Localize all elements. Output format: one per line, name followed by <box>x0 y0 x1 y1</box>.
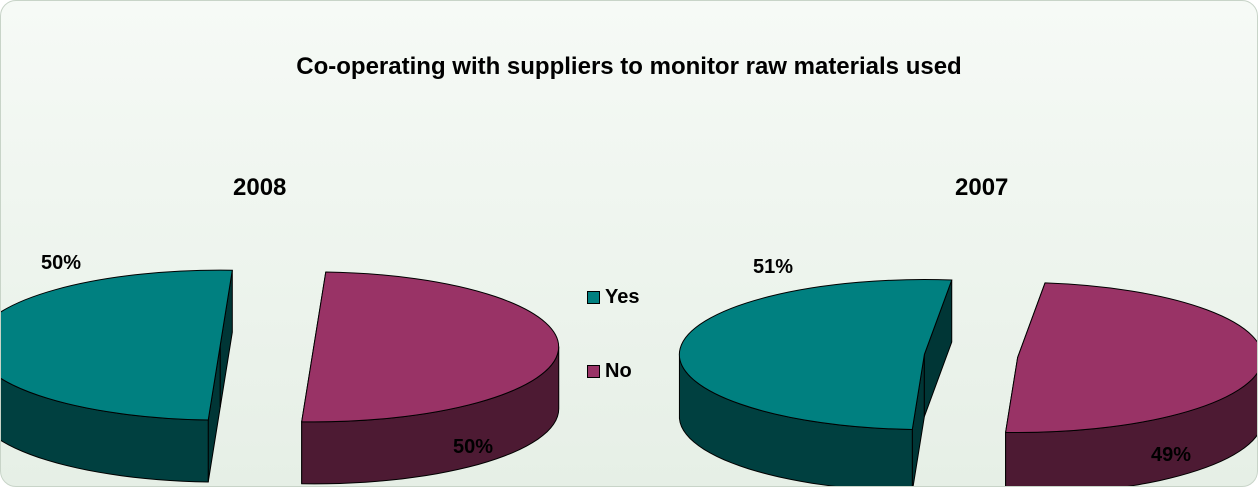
legend-label-no: No <box>605 359 632 382</box>
slice-2008-no <box>301 271 560 485</box>
slice-2007-no-top <box>1005 282 1257 433</box>
pie-2007: 51% 49% <box>678 256 1257 486</box>
slice-2008-yes <box>1 269 233 483</box>
slice-2007-yes <box>678 279 953 486</box>
legend-swatch-yes <box>587 290 600 304</box>
chart-title: Co-operating with suppliers to monitor r… <box>296 53 962 80</box>
data-label-2008-yes: 50% <box>41 252 81 274</box>
slice-2007-no <box>1005 282 1257 486</box>
year-label-2007: 2007 <box>955 174 1009 201</box>
legend: Yes No <box>587 284 639 432</box>
data-label-2007-yes: 51% <box>753 256 793 278</box>
slice-2008-yes-top <box>1 269 233 421</box>
data-label-2007-no: 49% <box>1151 444 1191 466</box>
data-label-2008-no: 50% <box>453 436 493 458</box>
slice-2008-no-top <box>301 271 560 423</box>
legend-label-yes: Yes <box>605 285 640 308</box>
year-label-2008: 2008 <box>233 174 287 201</box>
pie-2008: 50% 50% <box>1 252 560 485</box>
legend-swatch-no <box>587 364 600 378</box>
slice-2007-yes-top <box>678 279 953 430</box>
legend-item-yes: Yes <box>587 284 639 310</box>
legend-item-no: No <box>587 358 639 384</box>
